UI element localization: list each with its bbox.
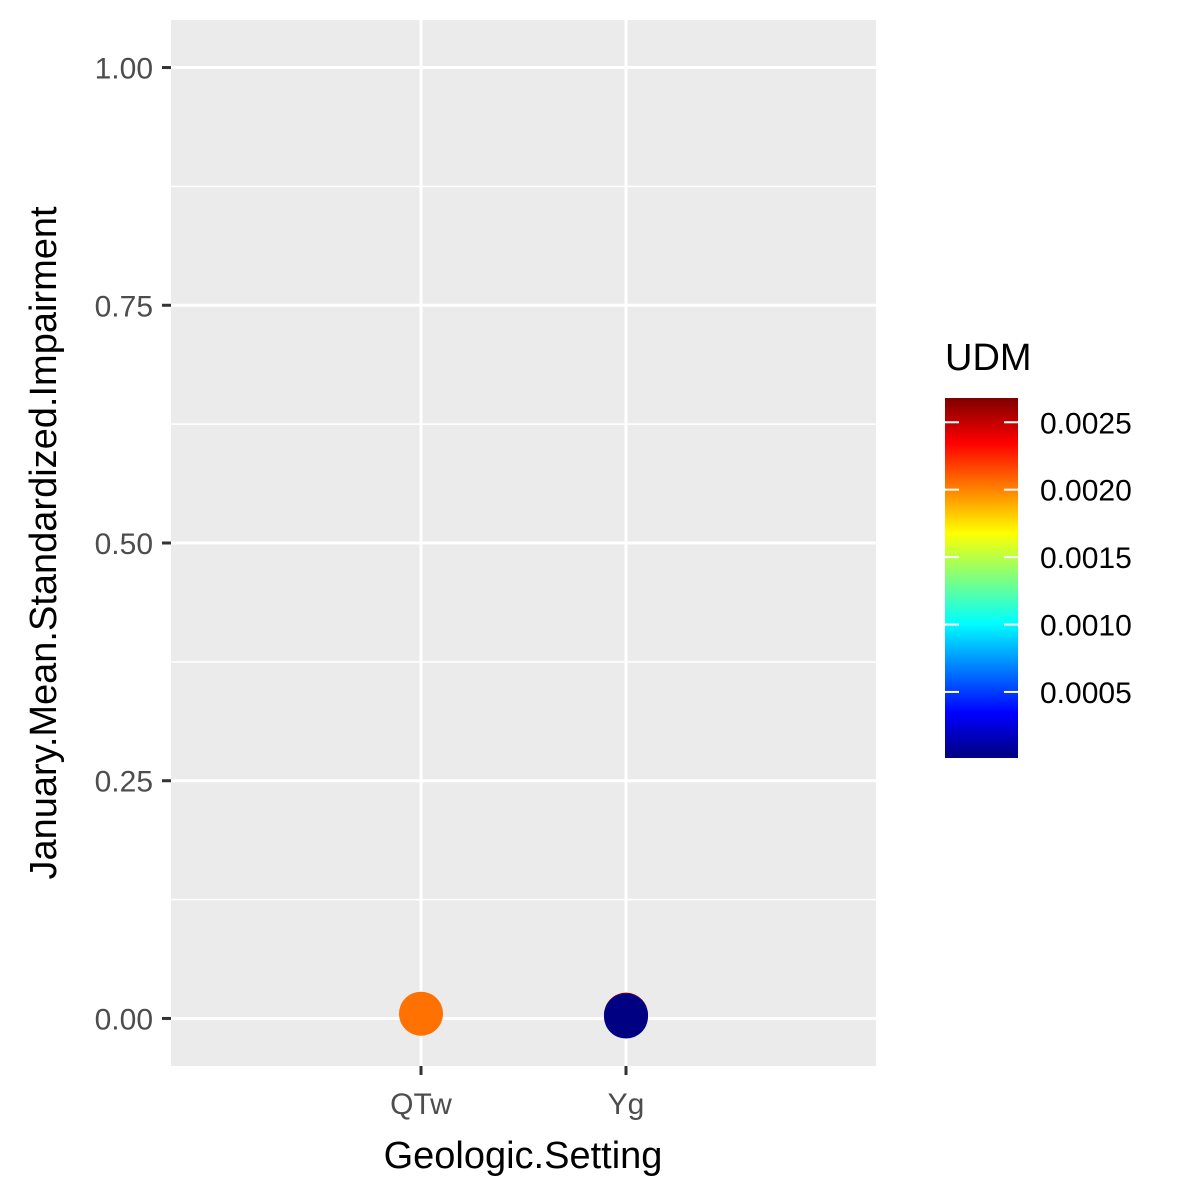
legend-tick-label: 0.0015 xyxy=(1040,542,1132,575)
legend-tick-label: 0.0020 xyxy=(1040,475,1132,508)
legend-ticks: 0.0005 0.0010 0.0015 0.0020 0.0025 xyxy=(945,407,1132,710)
y-tick-label: 0.75 xyxy=(95,290,153,323)
legend-tick-label: 0.0010 xyxy=(1040,610,1132,643)
legend-tick-label: 0.0005 xyxy=(1040,677,1132,710)
y-axis: 0.00 0.25 0.50 0.75 1.00 xyxy=(95,53,171,1036)
y-tick-label: 0.25 xyxy=(95,766,153,799)
color-legend: UDM 0.0005 0.0010 0.0015 0.0020 0.0025 xyxy=(945,337,1132,758)
y-tick-label: 0.00 xyxy=(95,1003,153,1036)
colorbar xyxy=(945,398,1018,758)
y-axis-title: January.Mean.Standardized.Impairment xyxy=(23,206,65,880)
minor-gridlines xyxy=(171,185,876,901)
major-gridlines xyxy=(171,20,876,1066)
data-point xyxy=(604,994,648,1039)
x-tick-label: Yg xyxy=(608,1088,645,1121)
data-point xyxy=(399,991,443,1036)
legend-title: UDM xyxy=(945,337,1032,379)
x-axis-title: Geologic.Setting xyxy=(384,1135,663,1177)
x-axis: QTw Yg xyxy=(390,1066,644,1121)
y-tick-label: 1.00 xyxy=(95,53,153,86)
y-tick-label: 0.50 xyxy=(95,528,153,561)
data-points xyxy=(399,991,648,1039)
legend-tick-label: 0.0025 xyxy=(1040,407,1132,440)
x-tick-label: QTw xyxy=(390,1088,452,1121)
